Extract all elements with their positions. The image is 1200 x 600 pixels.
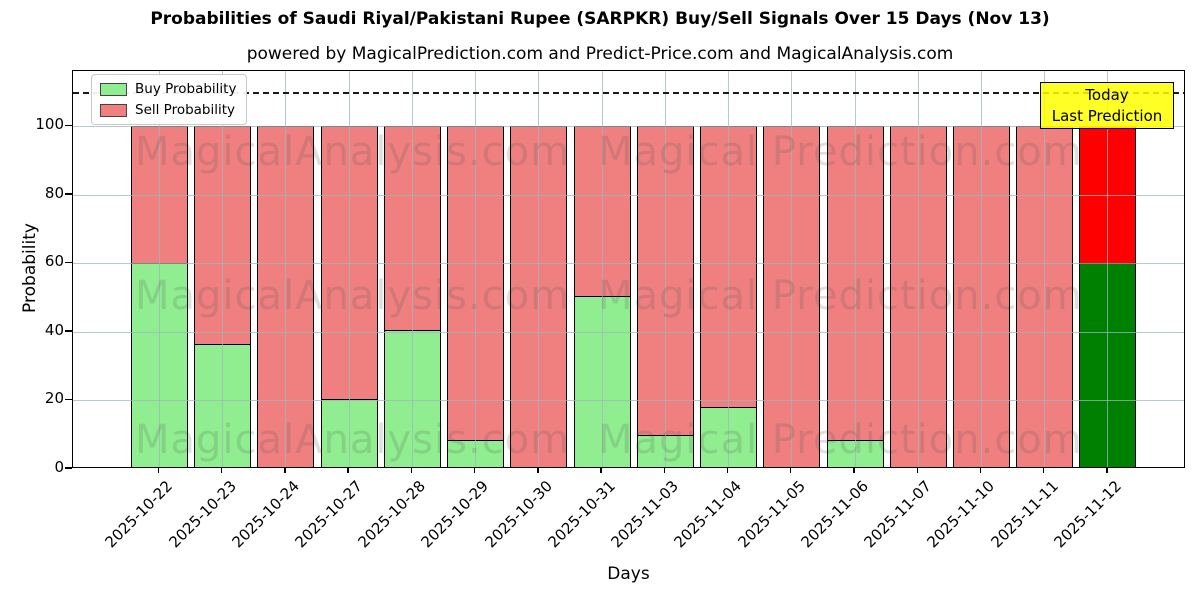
watermark-right-text: Magical Prediction.com <box>598 129 1083 175</box>
y-tick <box>65 261 72 264</box>
x-tick-label: 2025-11-10 <box>923 477 999 552</box>
x-tick <box>1106 468 1108 473</box>
plot-area: Buy Probability Sell Probability Today L… <box>72 70 1185 468</box>
x-tick <box>600 468 602 473</box>
h-gridline <box>73 126 1184 128</box>
x-tick <box>157 468 160 473</box>
x-tick-label: 2025-11-11 <box>987 477 1062 552</box>
v-gridline <box>728 71 730 467</box>
v-gridline <box>1107 71 1109 467</box>
x-tick-label: 2025-11-12 <box>1050 477 1125 552</box>
x-tick <box>221 468 223 473</box>
y-tick <box>65 124 72 127</box>
x-tick-label: 2025-11-04 <box>670 477 746 552</box>
y-tick <box>65 193 72 195</box>
watermark-right-text: Magical Prediction.com <box>598 273 1083 319</box>
y-tick-label: 20 <box>44 389 64 408</box>
h-gridline <box>73 263 1184 265</box>
x-tick-label: 2025-11-05 <box>734 477 809 552</box>
watermark-left-text: MagicalAnalysis.com <box>135 273 571 319</box>
watermark-right-text: Magical Prediction.com <box>598 417 1083 463</box>
legend-label-buy: Buy Probability <box>135 81 237 97</box>
y-tick-label: 40 <box>44 320 64 339</box>
v-gridline <box>664 71 666 467</box>
x-axis-label: Days <box>607 564 650 584</box>
x-tick-label: 2025-11-06 <box>797 477 872 552</box>
chart-title: Probabilities of Saudi Riyal/Pakistani R… <box>150 9 1050 29</box>
x-tick-label: 2025-10-27 <box>291 477 366 552</box>
x-tick <box>284 468 286 473</box>
v-gridline <box>791 71 793 467</box>
v-gridline <box>1044 71 1046 467</box>
y-tick <box>65 330 72 332</box>
x-tick <box>663 468 666 473</box>
chart-subtitle: powered by MagicalPrediction.com and Pre… <box>246 44 954 64</box>
legend-label-sell: Sell Probability <box>135 102 236 118</box>
x-tick <box>979 468 982 473</box>
v-gridline <box>601 71 603 467</box>
threshold-dashed-line <box>73 92 1184 94</box>
v-gridline <box>475 71 477 467</box>
x-tick-label: 2025-10-31 <box>544 477 619 552</box>
legend: Buy Probability Sell Probability <box>91 74 248 125</box>
x-tick <box>347 468 349 473</box>
x-tick <box>473 468 476 473</box>
x-tick-label: 2025-11-07 <box>860 477 935 552</box>
today-annotation-line1: Today <box>1085 85 1129 104</box>
x-tick <box>916 468 918 473</box>
watermark-left-text: MagicalAnalysis.com <box>135 129 571 175</box>
x-tick-label: 2025-10-24 <box>228 477 303 552</box>
x-tick <box>410 468 413 473</box>
x-tick-label: 2025-10-29 <box>418 477 493 552</box>
x-tick-label: 2025-10-23 <box>165 477 240 552</box>
v-gridline <box>854 71 856 467</box>
x-tick <box>726 468 729 473</box>
v-gridline <box>159 71 160 467</box>
y-tick-label: 80 <box>44 183 64 202</box>
x-tick-label: 2025-10-22 <box>101 477 177 552</box>
y-tick-label: 100 <box>35 115 64 134</box>
x-tick-label: 2025-10-28 <box>354 477 430 552</box>
v-gridline <box>285 71 287 467</box>
y-tick-label: 0 <box>54 458 64 476</box>
v-gridline <box>917 71 919 467</box>
x-tick-label: 2025-10-30 <box>481 477 556 552</box>
x-tick <box>1043 468 1045 473</box>
legend-item-buy: Buy Probability <box>100 81 236 97</box>
watermark-left-text: MagicalAnalysis.com <box>135 417 571 463</box>
x-tick <box>537 468 539 473</box>
v-gridline <box>980 71 982 467</box>
today-annotation-box: Today Last Prediction <box>1040 82 1174 129</box>
y-tick <box>65 467 72 469</box>
buy-probability-swatch <box>100 82 127 96</box>
x-tick <box>853 468 855 473</box>
v-gridline <box>538 71 540 467</box>
v-gridline <box>348 71 350 467</box>
x-tick <box>790 468 792 473</box>
x-tick-label: 2025-11-03 <box>607 477 683 552</box>
h-gridline <box>73 400 1184 402</box>
y-tick-label: 60 <box>44 252 64 271</box>
y-tick <box>65 398 72 401</box>
legend-item-sell: Sell Probability <box>100 102 236 118</box>
h-gridline <box>73 194 1184 196</box>
today-annotation-line2: Last Prediction <box>1051 106 1163 125</box>
v-gridline <box>411 71 413 467</box>
h-gridline <box>73 331 1184 333</box>
sell-probability-swatch <box>100 103 127 117</box>
v-gridline <box>222 71 224 467</box>
